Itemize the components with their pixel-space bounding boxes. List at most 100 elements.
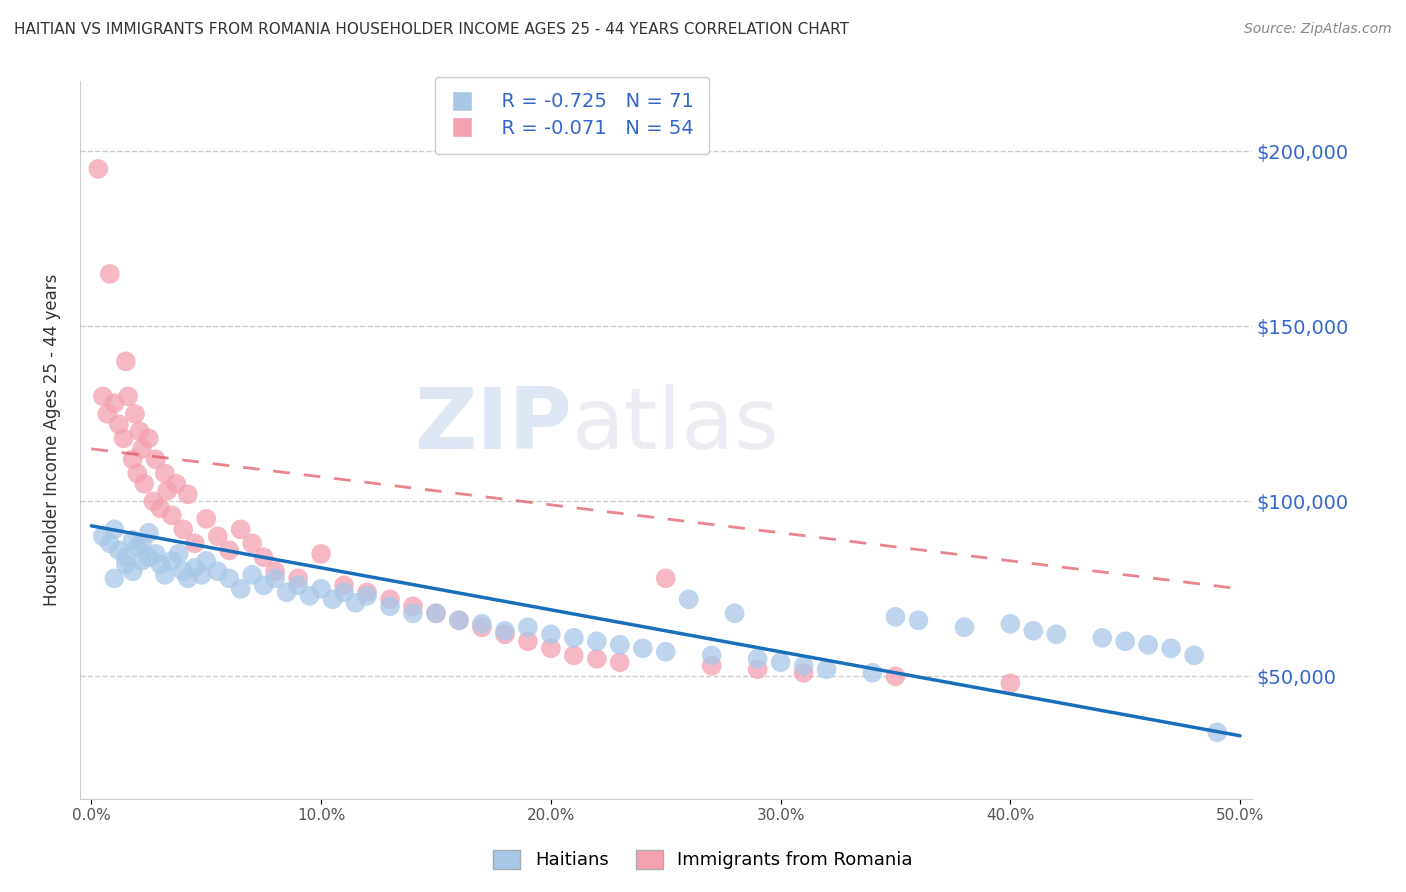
Point — [207, 529, 229, 543]
Point — [631, 641, 654, 656]
Point — [121, 533, 143, 547]
Point — [1206, 725, 1229, 739]
Point — [98, 267, 121, 281]
Point — [87, 161, 110, 176]
Point — [172, 564, 194, 578]
Point — [138, 550, 160, 565]
Point — [177, 487, 200, 501]
Point — [1114, 634, 1136, 648]
Point — [138, 525, 160, 540]
Point — [131, 554, 153, 568]
Point — [447, 613, 470, 627]
Point — [91, 389, 114, 403]
Point — [153, 567, 176, 582]
Point — [609, 655, 631, 669]
Point — [678, 592, 700, 607]
Point — [769, 655, 792, 669]
Point — [862, 665, 884, 680]
Point — [356, 589, 378, 603]
Point — [1160, 641, 1182, 656]
Point — [540, 641, 562, 656]
Point — [114, 558, 136, 572]
Point — [425, 607, 447, 621]
Point — [1045, 627, 1067, 641]
Point — [447, 613, 470, 627]
Point — [229, 522, 252, 536]
Point — [138, 431, 160, 445]
Point — [156, 483, 179, 498]
Point — [1022, 624, 1045, 638]
Point — [172, 522, 194, 536]
Point — [149, 501, 172, 516]
Point — [264, 571, 287, 585]
Point — [516, 634, 538, 648]
Point — [165, 476, 187, 491]
Point — [1091, 631, 1114, 645]
Point — [1000, 616, 1022, 631]
Text: ZIP: ZIP — [415, 384, 572, 467]
Point — [108, 543, 131, 558]
Point — [287, 571, 309, 585]
Point — [287, 578, 309, 592]
Point — [884, 669, 907, 683]
Point — [184, 536, 207, 550]
Point — [309, 582, 332, 596]
Point — [96, 407, 118, 421]
Point — [142, 494, 165, 508]
Point — [253, 550, 276, 565]
Point — [276, 585, 298, 599]
Point — [240, 567, 263, 582]
Point — [654, 645, 676, 659]
Text: Source: ZipAtlas.com: Source: ZipAtlas.com — [1244, 22, 1392, 37]
Point — [907, 613, 929, 627]
Point — [103, 522, 125, 536]
Point — [91, 529, 114, 543]
Point — [322, 592, 344, 607]
Point — [177, 571, 200, 585]
Point — [160, 554, 183, 568]
Point — [356, 585, 378, 599]
Point — [121, 452, 143, 467]
Point — [793, 658, 815, 673]
Point — [378, 599, 401, 614]
Point — [471, 620, 494, 634]
Point — [218, 571, 240, 585]
Point — [127, 540, 149, 554]
Point — [108, 417, 131, 432]
Point — [884, 609, 907, 624]
Point — [609, 638, 631, 652]
Point — [700, 658, 723, 673]
Point — [149, 558, 172, 572]
Point — [471, 616, 494, 631]
Point — [402, 607, 425, 621]
Point — [131, 536, 153, 550]
Point — [562, 648, 585, 663]
Point — [333, 578, 356, 592]
Point — [114, 354, 136, 368]
Point — [333, 585, 356, 599]
Point — [1182, 648, 1205, 663]
Point — [1000, 676, 1022, 690]
Text: HAITIAN VS IMMIGRANTS FROM ROMANIA HOUSEHOLDER INCOME AGES 25 - 44 YEARS CORRELA: HAITIAN VS IMMIGRANTS FROM ROMANIA HOUSE… — [14, 22, 849, 37]
Point — [127, 467, 149, 481]
Point — [516, 620, 538, 634]
Point — [793, 665, 815, 680]
Point — [654, 571, 676, 585]
Point — [128, 425, 150, 439]
Point — [264, 564, 287, 578]
Point — [167, 547, 190, 561]
Point — [747, 662, 769, 676]
Y-axis label: Householder Income Ages 25 - 44 years: Householder Income Ages 25 - 44 years — [44, 274, 60, 607]
Point — [190, 567, 212, 582]
Text: atlas: atlas — [572, 384, 780, 467]
Point — [1137, 638, 1160, 652]
Point — [145, 547, 167, 561]
Point — [540, 627, 562, 641]
Point — [218, 543, 240, 558]
Point — [207, 564, 229, 578]
Point — [562, 631, 585, 645]
Point — [131, 442, 153, 456]
Point — [344, 596, 367, 610]
Point — [253, 578, 276, 592]
Point — [953, 620, 976, 634]
